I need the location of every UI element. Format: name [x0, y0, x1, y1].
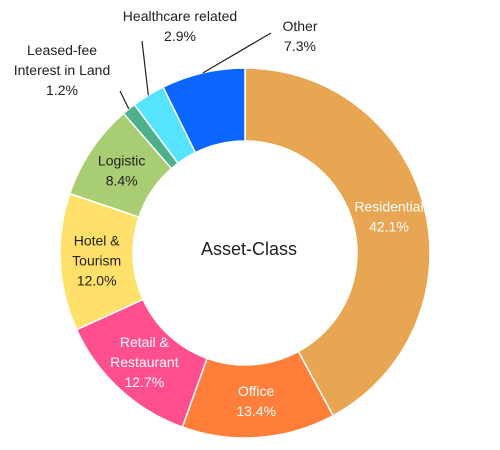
label-other: Other 7.3%	[282, 18, 317, 54]
label-healthcare-related-value: 2.9%	[164, 28, 196, 44]
label-leased-fee-interest-in-land: Leased-fee Interest in Land 1.2%	[14, 42, 111, 98]
label-hotel-and-tourism-name: Tourism	[72, 252, 121, 268]
label-logistic-name: Logistic	[98, 152, 145, 168]
label-hotel-and-tourism-value: 12.0%	[77, 272, 117, 288]
slice-labels: Residential 42.1% Office 13.4% Retail & Resta…	[14, 8, 424, 419]
center-label: Asset-Class	[201, 239, 297, 259]
label-residential-value: 42.1%	[369, 219, 409, 235]
label-office: Office 13.4%	[236, 383, 276, 419]
label-logistic: Logistic 8.4%	[98, 152, 145, 188]
label-healthcare-related-name: Healthcare related	[123, 8, 237, 24]
label-hotel-and-tourism-name: Hotel &	[74, 232, 121, 248]
label-residential: Residential 42.1%	[354, 199, 423, 235]
leader-leased-fee-interest-in-land	[119, 90, 130, 110]
donut-slices	[59, 67, 431, 439]
label-healthcare-related: Healthcare related 2.9%	[123, 8, 237, 44]
label-other-value: 7.3%	[284, 38, 316, 54]
slice-residential	[244, 67, 431, 417]
leader-lines	[119, 32, 272, 110]
label-logistic-value: 8.4%	[106, 172, 138, 188]
label-leased-fee-interest-in-land-name: Interest in Land	[14, 62, 111, 78]
label-retail-and-restaurant-value: 12.7%	[125, 374, 165, 390]
label-leased-fee-interest-in-land-name: Leased-fee	[27, 42, 97, 58]
label-retail-and-restaurant: Retail & Restaurant 12.7%	[110, 334, 179, 390]
label-residential-name: Residential	[354, 199, 423, 215]
label-retail-and-restaurant-name: Restaurant	[110, 354, 179, 370]
label-hotel-and-tourism: Hotel & Tourism 12.0%	[72, 232, 121, 288]
label-retail-and-restaurant-name: Retail &	[120, 334, 170, 350]
leader-healthcare-related	[141, 40, 149, 96]
label-office-value: 13.4%	[236, 403, 276, 419]
slice-other	[162, 67, 246, 154]
label-leased-fee-interest-in-land-value: 1.2%	[46, 82, 78, 98]
leader-other	[202, 32, 272, 74]
label-other-name: Other	[282, 18, 317, 34]
label-office-name: Office	[238, 383, 275, 399]
